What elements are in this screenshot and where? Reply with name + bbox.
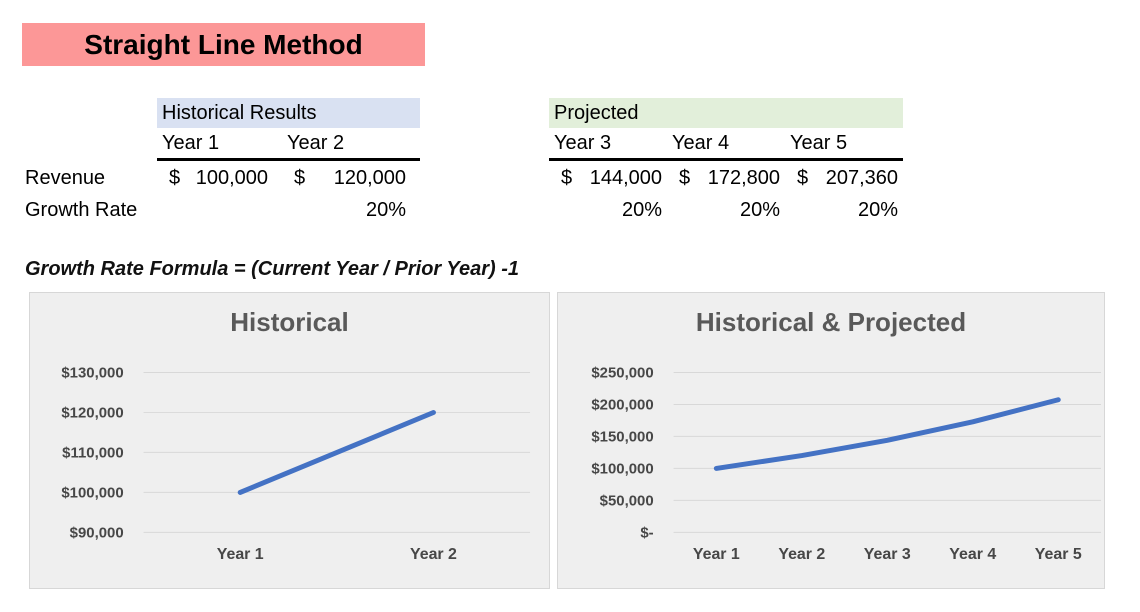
growth-rate-formula-note: Growth Rate Formula = (Current Year / Pr… [25, 258, 520, 280]
svg-text:$250,000: $250,000 [591, 364, 653, 381]
historical-section-header: Historical Results [157, 98, 420, 128]
cell-revenue-year3: $ 144,000 [549, 161, 667, 195]
column-header-year1: Year 1 [157, 128, 282, 161]
svg-text:$100,000: $100,000 [61, 484, 123, 501]
cell-revenue-year5: $ 207,360 [785, 161, 903, 195]
svg-text:$120,000: $120,000 [61, 404, 123, 421]
assumptions-table: Historical Results Projected Year 1 Year… [25, 98, 903, 225]
page-title: Straight Line Method [84, 28, 363, 60]
row-label-growth-rate: Growth Rate [25, 198, 138, 221]
svg-text:$200,000: $200,000 [591, 396, 653, 413]
svg-text:$130,000: $130,000 [61, 364, 123, 381]
svg-text:$110,000: $110,000 [62, 444, 123, 461]
revenue-amount: 120,000 [333, 166, 406, 189]
projected-section-header: Projected [549, 98, 903, 128]
svg-text:Year 1: Year 1 [217, 546, 264, 563]
svg-text:Year 4: Year 4 [949, 546, 996, 563]
cell-revenue-year1: $ 100,000 [157, 161, 282, 195]
svg-text:Year 2: Year 2 [778, 546, 825, 563]
column-header-year2: Year 2 [282, 128, 420, 161]
currency-symbol: $ [797, 166, 809, 189]
column-header-year5: Year 5 [785, 128, 903, 161]
historical-chart-title: Historical [230, 307, 349, 337]
cell-growth-year1 [157, 195, 282, 225]
cell-growth-year3: 20% [621, 198, 662, 221]
cell-growth-year2: 20% [365, 198, 406, 221]
historical-projected-chart-plot: $- $50,000 $100,000 $150,000 $200,000 $250,00… [591, 364, 1102, 563]
revenue-amount: 100,000 [195, 166, 268, 189]
svg-text:Year 3: Year 3 [864, 546, 911, 563]
revenue-amount: 172,800 [707, 166, 780, 189]
currency-symbol: $ [294, 166, 306, 189]
historical-projected-chart: Historical & Projected $- $50,000 $100,000… [557, 292, 1105, 589]
revenue-amount: 144,000 [589, 166, 662, 189]
svg-text:$50,000: $50,000 [600, 492, 654, 509]
cell-growth-year5: 20% [857, 198, 898, 221]
svg-text:$-: $- [640, 524, 653, 541]
cell-revenue-year2: $ 120,000 [282, 161, 420, 195]
currency-symbol: $ [679, 166, 691, 189]
currency-symbol: $ [561, 166, 573, 189]
cell-growth-year4: 20% [739, 198, 780, 221]
svg-text:Year 1: Year 1 [693, 546, 740, 563]
row-label-revenue: Revenue [25, 166, 106, 189]
svg-text:Year 5: Year 5 [1035, 546, 1082, 563]
cell-revenue-year4: $ 172,800 [667, 161, 785, 195]
column-header-year4: Year 4 [667, 128, 785, 161]
historical-chart: Historical $90,000 $100,000 $110,000 $120,0… [29, 292, 550, 589]
column-header-year3: Year 3 [549, 128, 667, 161]
svg-text:$90,000: $90,000 [70, 524, 124, 541]
svg-text:$150,000: $150,000 [591, 428, 653, 445]
svg-text:$100,000: $100,000 [591, 460, 653, 477]
historical-projected-chart-title: Historical & Projected [695, 307, 967, 337]
title-banner: Straight Line Method [22, 23, 425, 66]
currency-symbol: $ [169, 166, 181, 189]
historical-chart-plot: $90,000 $100,000 $110,000 $120,000 $130,000 Y… [61, 364, 531, 563]
svg-text:Year 2: Year 2 [410, 546, 457, 563]
revenue-amount: 207,360 [825, 166, 898, 189]
